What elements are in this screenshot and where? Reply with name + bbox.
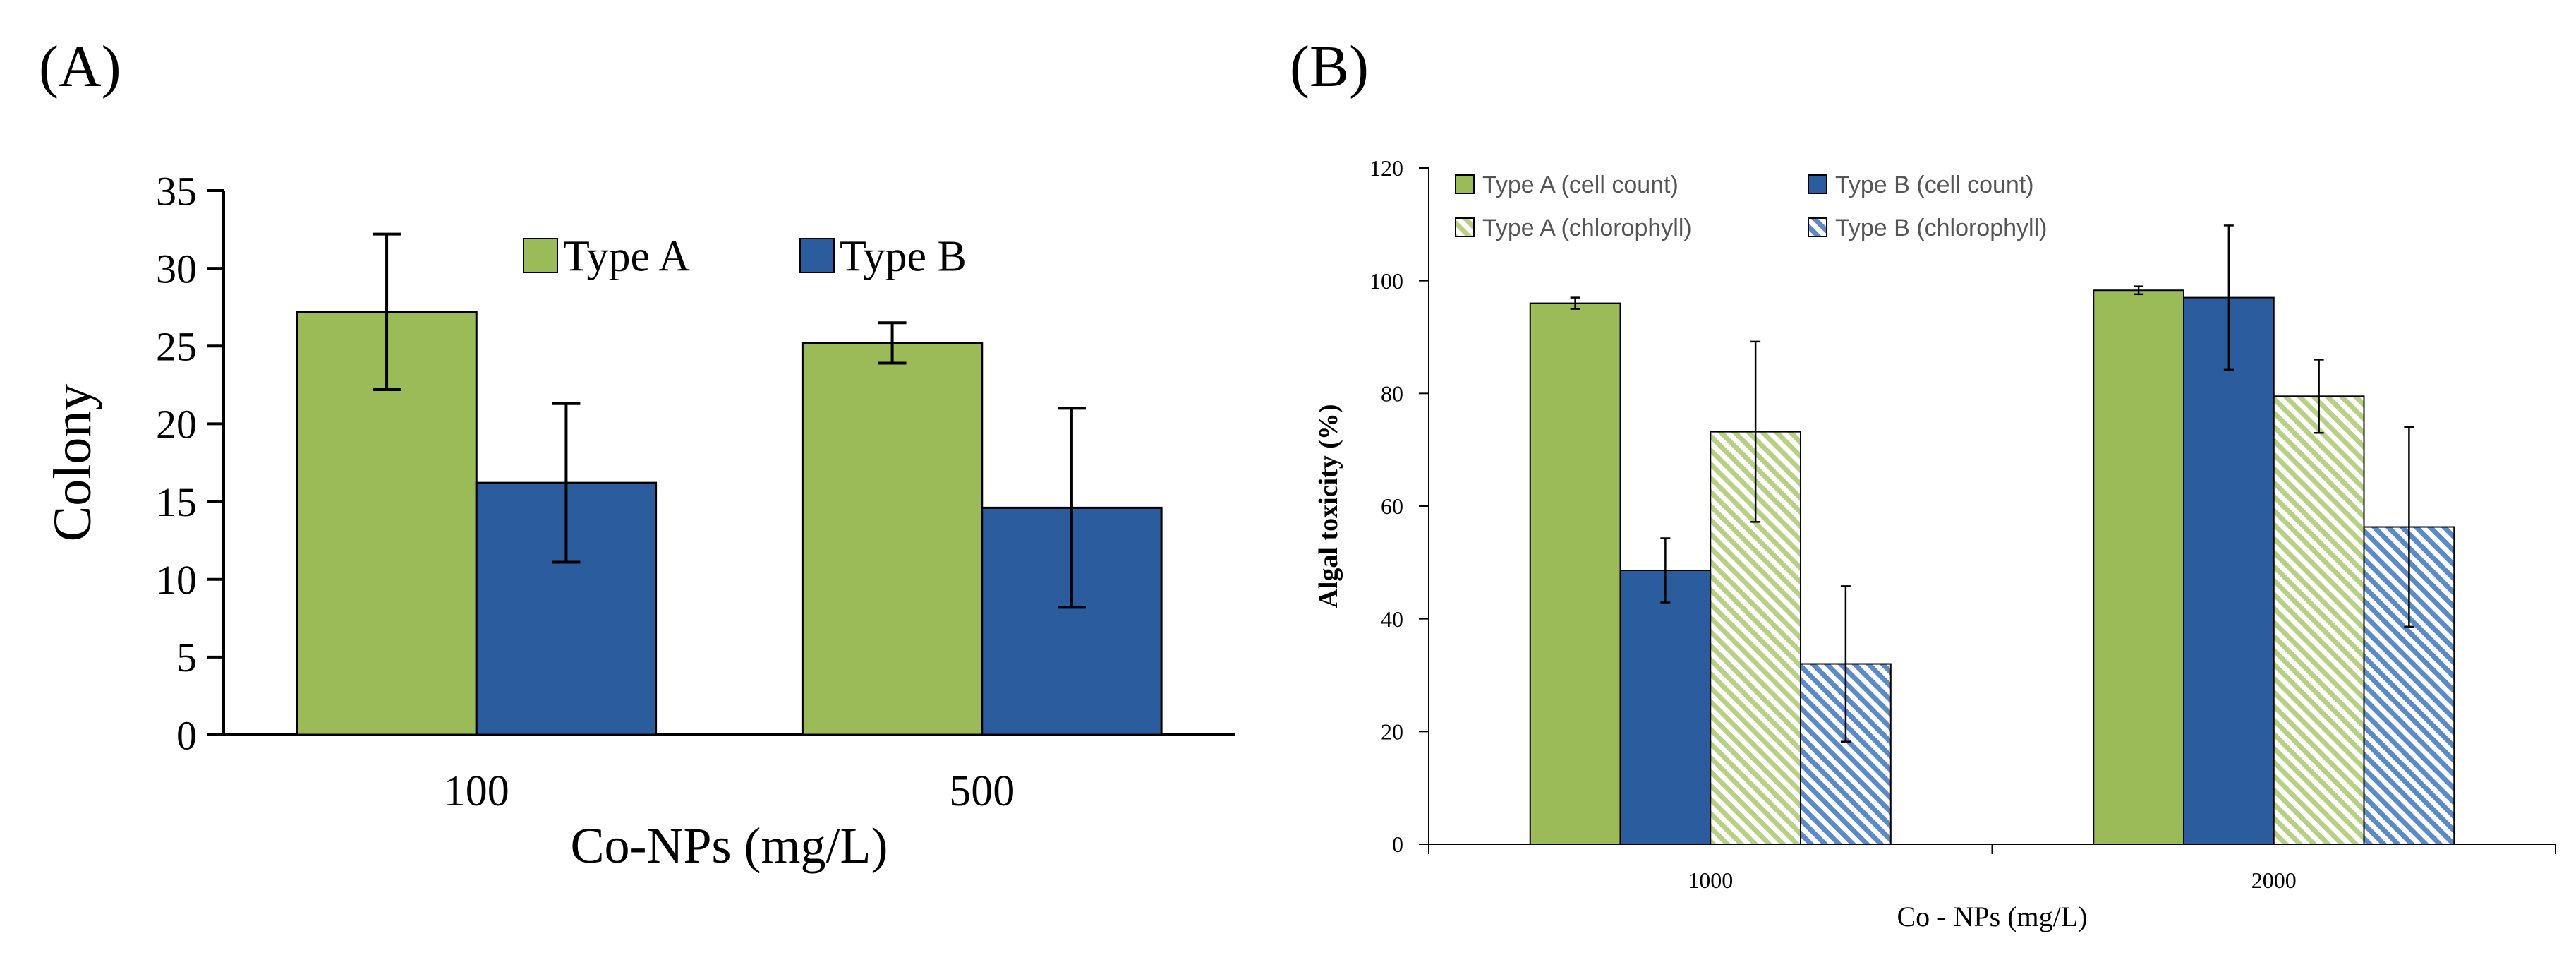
y-tick-label: 0 — [1392, 832, 1403, 857]
y-tick-label: 15 — [156, 479, 197, 525]
y-tick-label: 40 — [1381, 606, 1403, 632]
y-tick-label: 30 — [156, 246, 197, 292]
y-tick-label: 35 — [156, 168, 197, 214]
bar — [2273, 395, 2365, 845]
x-tick-label: 1000 — [1688, 868, 1733, 893]
bar — [1619, 570, 1712, 845]
x-axis-title: Co - NPs (mg/L) — [1897, 901, 2088, 932]
chart-a: 0 5 10 15 20 25 30 35 100 500 Co-NPs (mg/L) Colony T… — [43, 168, 1235, 874]
x-tick-label: 100 — [444, 767, 509, 815]
legend-label: Type B (chlorophyll) — [1835, 215, 2047, 241]
x-tick-label: 500 — [949, 767, 1015, 815]
legend-label: Type B (cell count) — [1835, 172, 2034, 198]
y-tick-label: 120 — [1369, 155, 1403, 181]
y-tick-label: 80 — [1381, 381, 1403, 407]
y-tick-label: 5 — [176, 635, 197, 680]
bar — [2093, 289, 2184, 845]
y-tick-label: 20 — [156, 402, 197, 448]
legend-swatch — [1455, 217, 1475, 237]
panel-label-a: (A) — [39, 34, 121, 100]
legend-label: Type A (chlorophyll) — [1482, 215, 1692, 241]
y-axis-title: Algal toxicity (%) — [1314, 404, 1343, 608]
legend-label: Type B — [840, 233, 967, 281]
y-tick-label: 0 — [176, 712, 197, 758]
legend-swatch — [1808, 174, 1827, 194]
y-axis-title: Colony — [43, 384, 102, 542]
bar — [801, 342, 984, 736]
chart-b: 0 20 40 60 80 100 120 1000 2000 Co - NPs (mg/L) Al… — [1314, 155, 2556, 932]
y-tick-label: 20 — [1381, 719, 1403, 745]
legend-label: Type A (cell count) — [1482, 172, 1679, 198]
legend-swatch — [523, 238, 558, 273]
bar — [1529, 302, 1621, 846]
bar — [2182, 296, 2275, 846]
y-tick-label: 100 — [1369, 268, 1403, 294]
y-tick-label: 60 — [1381, 493, 1403, 519]
panel-label-b: (B) — [1290, 34, 1369, 100]
legend-swatch — [1455, 174, 1475, 194]
legend-label: Type A — [563, 233, 690, 281]
legend-swatch — [1808, 217, 1827, 237]
y-tick-label: 25 — [156, 324, 197, 370]
x-axis-title: Co-NPs (mg/L) — [571, 817, 888, 874]
legend-swatch — [799, 238, 835, 273]
x-tick-label: 2000 — [2251, 868, 2297, 893]
y-tick-label: 10 — [156, 557, 197, 603]
